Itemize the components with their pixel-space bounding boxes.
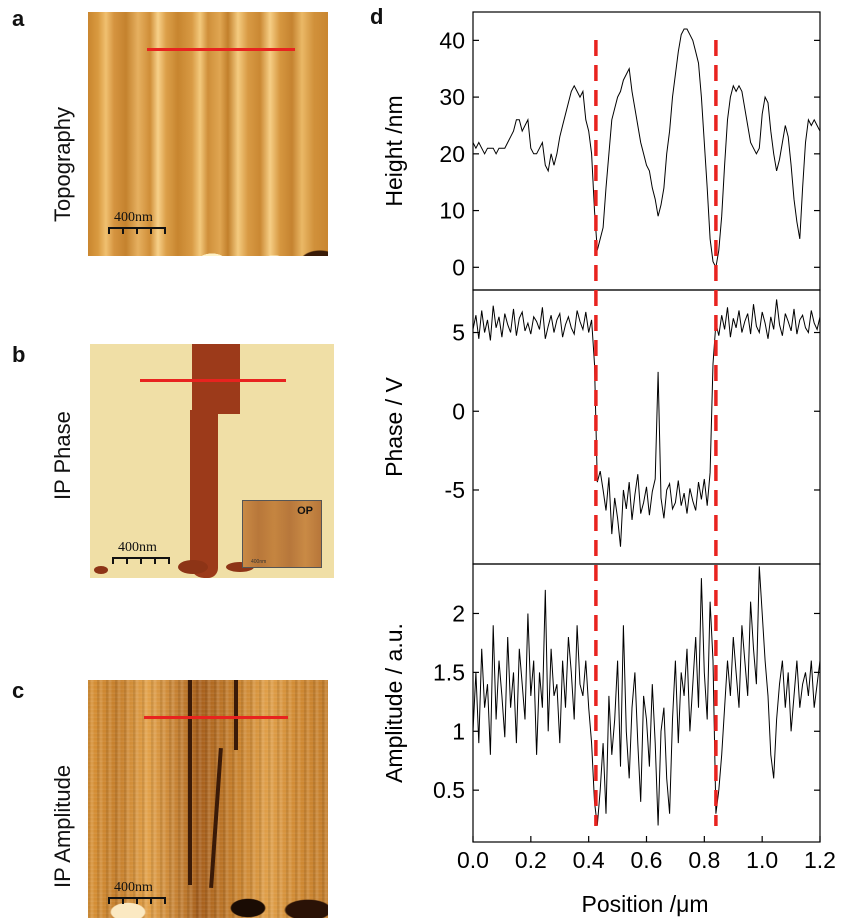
y-tick-label: 1: [452, 718, 465, 744]
panel-letter-c: c: [12, 678, 25, 703]
subplot-frame: [472, 289, 821, 565]
y-tick-label: 2: [452, 600, 465, 626]
x-axis-label: Position /μm: [581, 891, 708, 917]
y-tick-label: 20: [439, 141, 465, 167]
amplitude-scan-line: [144, 716, 288, 719]
x-tick-label: 1.2: [804, 847, 836, 873]
ip-phase-image: 400nm OP 400nm: [90, 344, 334, 578]
amplitude-domain-wall: [234, 680, 238, 750]
phase-debris: [226, 562, 254, 572]
x-tick-label: 0.2: [515, 847, 547, 873]
y-tick-label: 0: [452, 398, 465, 424]
y-axis-label: Height /nm: [381, 95, 407, 206]
x-tick-label: 0.6: [631, 847, 663, 873]
y-tick-label: 1.5: [433, 659, 465, 685]
y-tick-label: 0.5: [433, 777, 465, 803]
op-inset-label: OP: [297, 505, 313, 517]
y-axis-label: Phase / V: [381, 376, 407, 476]
y-tick-label: 30: [439, 84, 465, 110]
y-tick-label: -5: [445, 477, 465, 503]
profile-trace: [472, 28, 821, 269]
y-tick-label: 10: [439, 198, 465, 224]
x-tick-label: 0.4: [573, 847, 605, 873]
phase-debris: [178, 560, 208, 574]
topography-image: 400nm: [88, 12, 328, 256]
x-tick-label: 0.0: [457, 847, 489, 873]
amplitude-domain-wall: [188, 680, 192, 885]
ip-amplitude-image: 400nm: [88, 680, 328, 918]
phase-debris: [94, 566, 108, 574]
op-inset-scale: 400nm: [251, 559, 267, 565]
y-axis-label: Amplitude / a.u.: [381, 623, 407, 783]
phase-domain-stem: [190, 410, 218, 578]
y-tick-label: 0: [452, 254, 465, 280]
topography-scan-line: [147, 48, 295, 51]
phase-scan-line: [140, 379, 286, 382]
panel-letter-d: d: [370, 4, 384, 29]
x-tick-label: 0.8: [688, 847, 720, 873]
panel-letter-a: a: [12, 6, 25, 31]
y-tick-label: 5: [452, 320, 465, 346]
profile-trace: [472, 566, 821, 826]
op-inset-image: OP 400nm: [242, 500, 322, 568]
panel-letter-b: b: [12, 342, 26, 367]
y-tick-label: 40: [439, 27, 465, 53]
subplot-frame: [472, 11, 821, 291]
profile-trace: [472, 299, 821, 547]
x-tick-label: 1.0: [746, 847, 778, 873]
